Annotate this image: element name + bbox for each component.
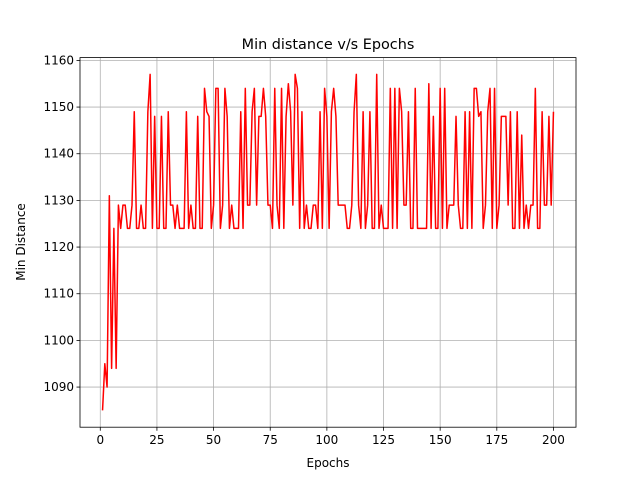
x-tick-label: 0 — [96, 433, 104, 447]
plot-frame — [79, 57, 577, 428]
chart-title: Min distance v/s Epochs — [242, 37, 415, 53]
data-line — [101, 73, 555, 411]
x-tick-label: 25 — [149, 433, 164, 447]
y-tick-label: 1140 — [43, 147, 74, 161]
x-tick-label: 200 — [542, 433, 565, 447]
y-tick-label: 1090 — [43, 380, 74, 394]
y-tick-label: 1100 — [43, 333, 74, 347]
y-tick-label: 1150 — [43, 100, 74, 114]
x-tick-label: 50 — [206, 433, 221, 447]
y-axis-label: Min Distance — [14, 203, 28, 281]
x-tick-label: 100 — [315, 433, 338, 447]
y-tick-label: 1160 — [43, 53, 74, 67]
y-tick-label: 1130 — [43, 193, 74, 207]
x-tick-label: 75 — [263, 433, 278, 447]
x-axis-label: Epochs — [307, 456, 350, 470]
y-tick-label: 1110 — [43, 287, 74, 301]
x-tick-label: 150 — [429, 433, 452, 447]
x-tick-label: 125 — [372, 433, 395, 447]
x-tick-label: 175 — [485, 433, 508, 447]
y-tick-label: 1120 — [43, 240, 74, 254]
